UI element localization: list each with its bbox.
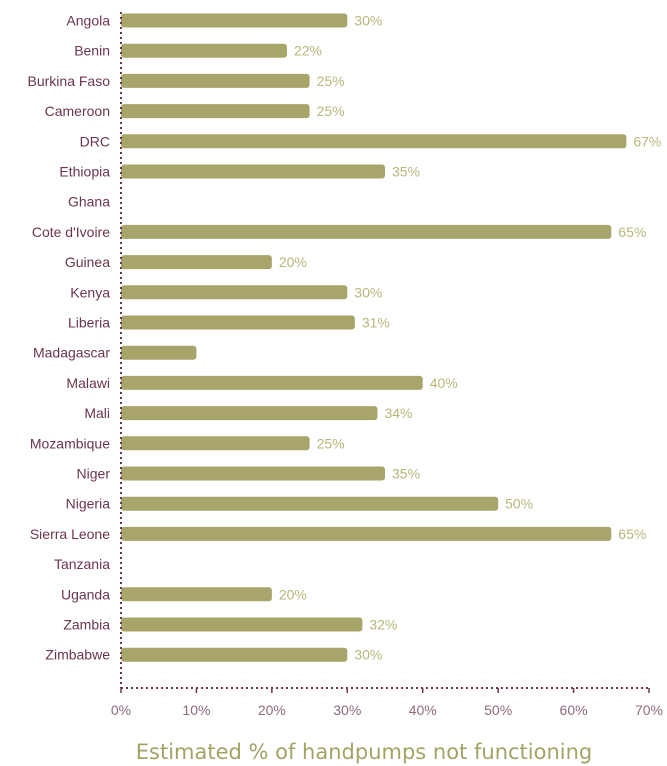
value-label-zimbabwe: 30% <box>354 647 382 663</box>
category-label-mozambique: Mozambique <box>30 435 110 451</box>
bar-malawi <box>121 375 423 390</box>
value-label-guinea: 20% <box>279 254 307 270</box>
category-label-guinea: Guinea <box>65 254 110 270</box>
category-labels: Angola Benin Burkina Faso Cameroon DRC Ethiop… <box>28 13 111 663</box>
value-label-mali: 34% <box>384 405 412 421</box>
bar-zimbabwe <box>121 647 348 662</box>
x-tick-label: 50% <box>484 702 512 718</box>
bar-sierra-leone <box>121 526 612 541</box>
bar-cote-d-ivoire <box>121 224 612 239</box>
category-label-liberia: Liberia <box>68 315 110 331</box>
category-label-uganda: Uganda <box>61 586 110 602</box>
bar-angola <box>121 13 348 28</box>
value-label-nigeria: 50% <box>505 496 533 512</box>
bar-benin <box>121 43 287 58</box>
value-label-liberia: 31% <box>362 315 390 331</box>
axes-group <box>120 12 650 693</box>
category-label-sierra-leone: Sierra Leone <box>30 526 110 542</box>
value-label-ethiopia: 35% <box>392 164 420 180</box>
category-label-zimbabwe: Zimbabwe <box>45 647 110 663</box>
value-label-uganda: 20% <box>279 586 307 602</box>
x-tick-label: 60% <box>560 702 588 718</box>
category-label-drc: DRC <box>80 133 110 149</box>
value-label-zambia: 32% <box>369 617 397 633</box>
value-label-cameroon: 25% <box>317 103 345 119</box>
x-tick-label: 40% <box>409 702 437 718</box>
category-label-cameroon: Cameroon <box>45 103 110 119</box>
bars-group <box>121 13 627 662</box>
x-tick-label: 20% <box>258 702 286 718</box>
category-label-zambia: Zambia <box>63 617 110 633</box>
bar-kenya <box>121 285 348 300</box>
bar-liberia <box>121 315 355 330</box>
value-label-drc: 67% <box>633 133 661 149</box>
category-label-madagascar: Madagascar <box>33 345 110 361</box>
value-labels: 30% 22% 25% 25% 67% 35% 65% 20% 30% 31% 40% 34% 25% 3… <box>279 13 662 663</box>
category-label-mali: Mali <box>84 405 110 421</box>
value-label-angola: 30% <box>354 13 382 29</box>
category-label-ethiopia: Ethiopia <box>59 164 110 180</box>
x-axis-label: Estimated % of handpumps not functioning <box>136 740 593 764</box>
x-tick-label: 10% <box>182 702 210 718</box>
category-label-benin: Benin <box>74 43 110 59</box>
value-label-burkina-faso: 25% <box>317 73 345 89</box>
category-label-burkina-faso: Burkina Faso <box>28 73 111 89</box>
bar-mozambique <box>121 436 310 451</box>
category-label-malawi: Malawi <box>66 375 110 391</box>
category-label-niger: Niger <box>77 466 111 482</box>
bar-ethiopia <box>121 164 385 179</box>
value-label-sierra-leone: 65% <box>618 526 646 542</box>
bar-niger <box>121 466 385 481</box>
x-tick-label: 30% <box>333 702 361 718</box>
category-label-angola: Angola <box>66 13 110 29</box>
bar-madagascar <box>121 345 197 360</box>
value-label-kenya: 30% <box>354 284 382 300</box>
category-label-tanzania: Tanzania <box>54 556 110 572</box>
bar-burkina-faso <box>121 73 310 88</box>
category-label-nigeria: Nigeria <box>66 496 111 512</box>
bar-mali <box>121 406 378 421</box>
bar-nigeria <box>121 496 499 511</box>
value-label-niger: 35% <box>392 466 420 482</box>
x-tick-label: 70% <box>635 702 663 718</box>
category-label-cote-d-ivoire: Cote d'Ivoire <box>32 224 110 240</box>
bar-uganda <box>121 587 272 602</box>
bar-guinea <box>121 255 272 270</box>
value-label-mozambique: 25% <box>317 435 345 451</box>
value-label-benin: 22% <box>294 43 322 59</box>
bar-cameroon <box>121 104 310 119</box>
value-label-malawi: 40% <box>430 375 458 391</box>
category-label-kenya: Kenya <box>70 284 110 300</box>
category-label-ghana: Ghana <box>68 194 110 210</box>
x-tick-labels: 0% 10% 20% 30% 40% 50% 60% 70% <box>111 702 663 718</box>
bar-zambia <box>121 617 363 632</box>
value-label-cote-d-ivoire: 65% <box>618 224 646 240</box>
x-tick-label: 0% <box>111 702 131 718</box>
bar-drc <box>121 134 627 149</box>
